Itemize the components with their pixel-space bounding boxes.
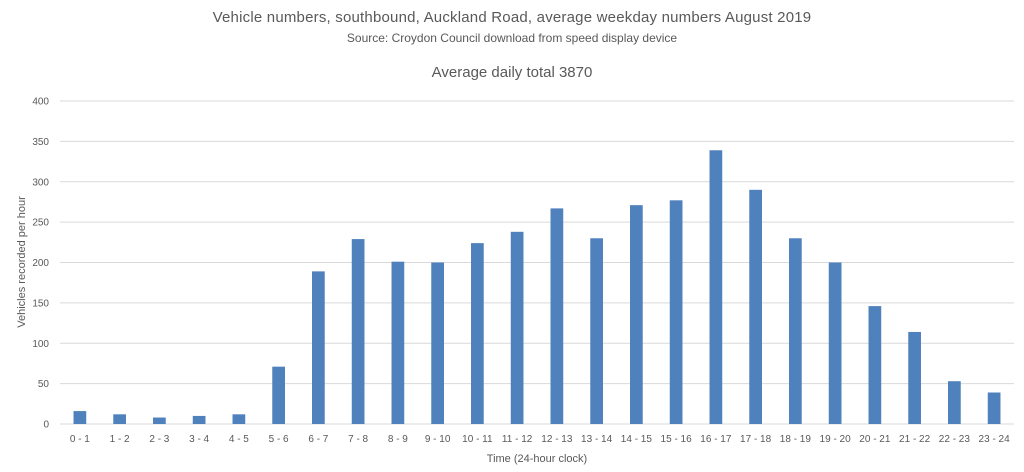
x-tick-label: 10 - 11 [462, 434, 493, 445]
x-axis-label: Time (24-hour clock) [487, 453, 587, 465]
bar-9-10 [431, 262, 444, 424]
bar-19-20 [828, 262, 842, 424]
y-axis-label: Vehicles recorded per hour [16, 196, 28, 328]
bar-18-19 [789, 238, 802, 424]
bar-20-21 [868, 306, 882, 424]
y-axis-ticks: 0 50 100 150 200 250 300 350 400 [32, 97, 49, 431]
y-tick-label: 300 [32, 177, 49, 188]
x-axis-ticks: 0 - 1 1 - 2 2 - 3 3 - 4 4 - 5 5 - 6 6 - 7 7 - 8… [70, 434, 1010, 445]
bar-12-13 [550, 208, 564, 424]
x-tick-label: 12 - 13 [541, 434, 573, 445]
x-tick-label: 11 - 12 [502, 434, 533, 445]
gridlines [60, 100, 1014, 425]
y-tick-label: 350 [32, 137, 49, 148]
bar-4-5 [232, 414, 246, 424]
x-tick-label: 7 - 8 [348, 434, 368, 445]
x-tick-label: 18 - 19 [780, 434, 812, 445]
x-tick-label: 8 - 9 [388, 434, 408, 445]
bar-15-16 [669, 200, 683, 424]
y-tick-label: 100 [32, 339, 49, 350]
bar-16-17 [709, 150, 723, 424]
x-tick-label: 6 - 7 [308, 434, 328, 445]
x-tick-label: 15 - 16 [661, 434, 693, 445]
y-tick-label: 0 [43, 420, 49, 431]
y-tick-label: 150 [32, 298, 49, 309]
bar-7-8 [351, 239, 365, 424]
chart-title: Vehicle numbers, southbound, Auckland Ro… [212, 9, 812, 26]
y-tick-label: 50 [38, 379, 50, 390]
x-tick-label: 0 - 1 [70, 434, 90, 445]
x-tick-label: 2 - 3 [149, 434, 169, 445]
x-tick-label: 13 - 14 [581, 434, 613, 445]
bar-22-23 [948, 381, 961, 424]
bar-23-24 [987, 392, 1001, 424]
x-tick-label: 22 - 23 [939, 434, 971, 445]
chart-annotation: Average daily total 3870 [431, 64, 593, 81]
x-tick-label: 19 - 20 [820, 434, 852, 445]
x-tick-label: 21 - 22 [899, 434, 931, 445]
bar-10-11 [471, 243, 484, 424]
bar-5-6 [272, 366, 285, 424]
x-tick-label: 20 - 21 [859, 434, 891, 445]
x-tick-label: 3 - 4 [189, 434, 209, 445]
x-tick-label: 16 - 17 [700, 434, 732, 445]
x-tick-label: 17 - 18 [740, 434, 772, 445]
bar-14-15 [630, 205, 643, 424]
y-tick-label: 250 [32, 218, 49, 229]
y-tick-label: 400 [32, 97, 49, 108]
bar-17-18 [749, 189, 762, 424]
bar-1-2 [113, 414, 126, 424]
bars [73, 150, 1001, 424]
bar-2-3 [153, 417, 166, 424]
bar-11-12 [510, 231, 524, 424]
x-tick-label: 4 - 5 [229, 434, 249, 445]
bar-3-4 [192, 415, 206, 424]
x-tick-label: 9 - 10 [425, 434, 451, 445]
x-tick-label: 5 - 6 [269, 434, 289, 445]
x-tick-label: 1 - 2 [110, 434, 130, 445]
bar-6-7 [312, 271, 325, 424]
bar-8-9 [391, 261, 405, 424]
chart-subtitle: Source: Croydon Council download from sp… [346, 31, 678, 45]
x-tick-label: 14 - 15 [621, 434, 653, 445]
bar-13-14 [590, 238, 603, 424]
y-tick-label: 200 [32, 258, 49, 269]
bar-0-1 [73, 411, 87, 424]
x-tick-label: 23 - 24 [979, 434, 1011, 445]
bar-21-22 [908, 331, 921, 424]
